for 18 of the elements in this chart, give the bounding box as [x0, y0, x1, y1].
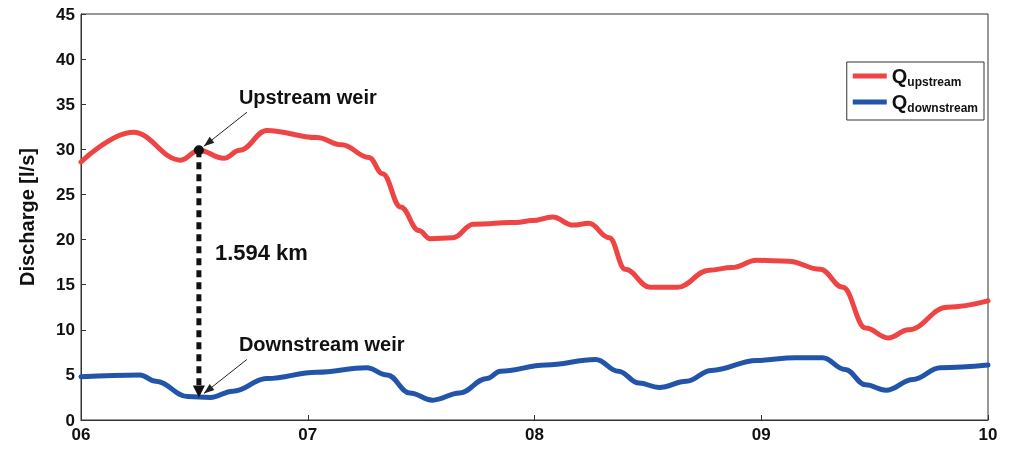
y-tick-label: 20: [56, 230, 75, 250]
annotation: Upstream weir: [238, 85, 377, 108]
x-tick-label: 09: [751, 425, 771, 444]
x-tick-label: 07: [298, 425, 318, 444]
annotation: Downstream weir: [238, 332, 405, 355]
y-tick-label: 10: [56, 320, 75, 340]
y-tick-label: 35: [56, 94, 75, 114]
x-tick-label: 06: [71, 425, 91, 444]
y-tick-label: 15: [56, 275, 75, 295]
y-tick-label: 40: [56, 49, 75, 69]
annotation: 1.594 km: [214, 239, 308, 265]
x-tick-label: 10: [978, 425, 998, 444]
y-tick-label: 30: [56, 139, 75, 159]
x-tick-label: 08: [525, 425, 544, 444]
y-tick-label: 45: [56, 4, 75, 24]
y-axis-title: Discharge [l/s]: [16, 148, 38, 286]
y-tick-label: 5: [65, 365, 75, 385]
y-tick-label: 25: [56, 184, 75, 204]
